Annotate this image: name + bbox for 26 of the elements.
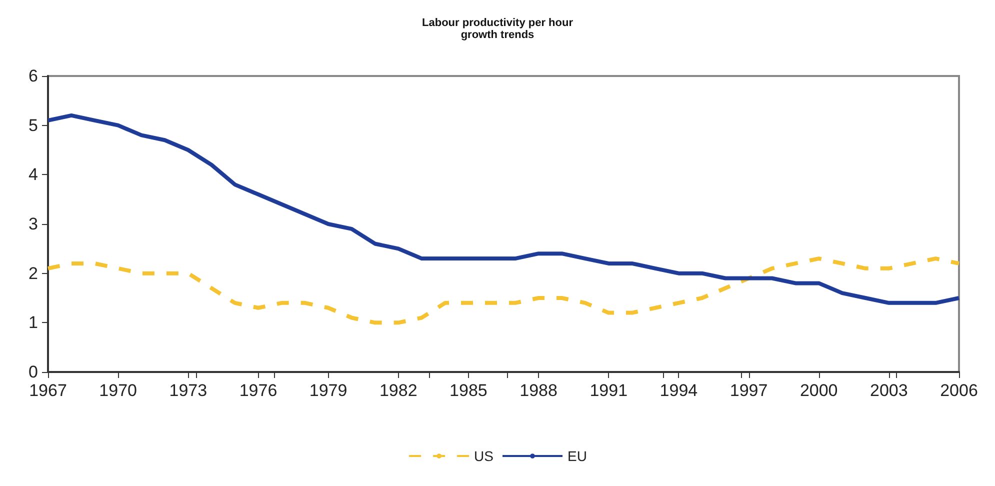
x-tick-label: 1967: [29, 381, 67, 400]
y-tick-label: 5: [28, 116, 38, 135]
x-tick-label: 2003: [870, 381, 908, 400]
legend-label: US: [474, 448, 494, 464]
y-tick-label: 2: [28, 264, 38, 283]
chart-title: Labour productivity per hour growth trends: [422, 17, 574, 41]
x-tick-label: 1991: [590, 381, 628, 400]
x-tick-label: 1979: [309, 381, 348, 400]
x-tick-label: 1985: [450, 381, 488, 400]
line-series: [46, 256, 961, 325]
y-tick-label: 3: [28, 214, 38, 234]
x-tick-label: 2006: [940, 381, 978, 400]
legend-label: EU: [568, 448, 587, 464]
x-tick-label: 1970: [99, 381, 137, 400]
line-series: [46, 113, 961, 305]
x-tick-label: 1988: [520, 381, 558, 400]
x-tick-label: 1976: [239, 381, 278, 400]
y-tick-label: 4: [28, 165, 38, 184]
x-tick-label: 1982: [379, 381, 418, 400]
x-tick-label: 2000: [800, 381, 838, 400]
y-tick-label: 0: [28, 362, 38, 382]
x-tick-label: 1973: [169, 381, 208, 400]
y-tick-label: 6: [28, 66, 38, 86]
y-tick-label: 1: [28, 313, 38, 332]
x-tick-label: 1997: [730, 381, 768, 400]
x-tick-label: 1994: [660, 381, 698, 400]
